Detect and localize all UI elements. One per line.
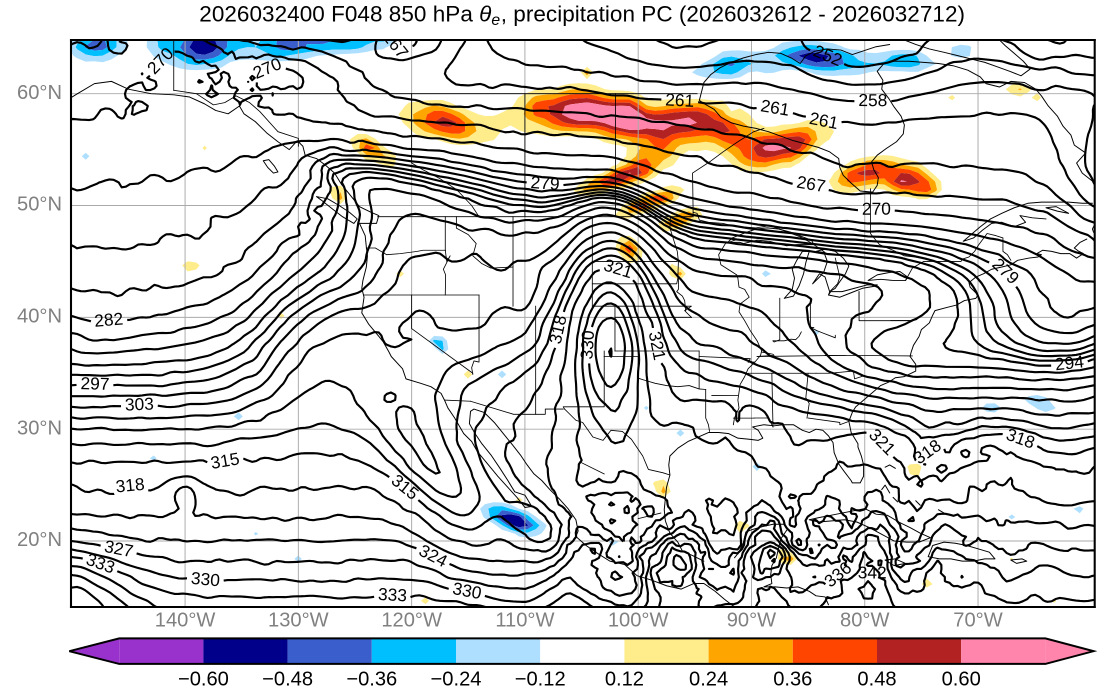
svg-text:−0.48: −0.48	[262, 669, 313, 691]
svg-text:318: 318	[115, 474, 146, 497]
svg-text:100°W: 100°W	[608, 610, 669, 632]
svg-text:279: 279	[530, 172, 560, 194]
svg-text:258: 258	[858, 90, 887, 110]
svg-text:297: 297	[80, 373, 110, 394]
svg-text:342: 342	[858, 562, 887, 582]
svg-text:−0.36: −0.36	[346, 669, 397, 691]
svg-text:333: 333	[378, 584, 408, 606]
svg-text:−0.60: −0.60	[178, 669, 229, 691]
svg-text:261: 261	[759, 95, 791, 119]
svg-text:330: 330	[190, 568, 221, 591]
svg-text:0.60: 0.60	[942, 669, 981, 691]
svg-text:40°N: 40°N	[17, 306, 62, 328]
svg-text:110°W: 110°W	[495, 610, 554, 632]
svg-text:261: 261	[665, 89, 695, 110]
svg-text:2 0 2 6 0: 2 0 2 6 0 3 2 4 0 0 F 0 4 8 8 5 0 h P a …	[199, 1, 971, 29]
svg-text:0.48: 0.48	[857, 669, 896, 691]
svg-text:120°W: 120°W	[381, 610, 442, 632]
svg-text:315: 315	[209, 448, 241, 473]
svg-text:140°W: 140°W	[155, 610, 216, 632]
svg-text:130°W: 130°W	[268, 610, 329, 632]
svg-text:270: 270	[862, 199, 891, 219]
svg-text:−0.24: −0.24	[431, 669, 482, 691]
svg-text:0.36: 0.36	[773, 669, 812, 691]
svg-text:70°W: 70°W	[953, 610, 1002, 632]
svg-text:282: 282	[93, 309, 123, 331]
svg-text:20°N: 20°N	[17, 529, 62, 551]
svg-text:80°W: 80°W	[840, 610, 889, 632]
svg-text:303: 303	[125, 394, 155, 415]
svg-text:50°N: 50°N	[17, 194, 62, 216]
svg-text:0.12: 0.12	[605, 669, 644, 691]
svg-text:267: 267	[795, 172, 827, 197]
svg-text:0.24: 0.24	[689, 669, 728, 691]
svg-text:−0.12: −0.12	[515, 669, 566, 691]
svg-text:30°N: 30°N	[17, 417, 62, 439]
svg-text:90°W: 90°W	[727, 610, 776, 632]
svg-text:60°N: 60°N	[17, 82, 62, 104]
svg-text:294: 294	[1054, 351, 1085, 374]
svg-text:330: 330	[576, 330, 598, 360]
